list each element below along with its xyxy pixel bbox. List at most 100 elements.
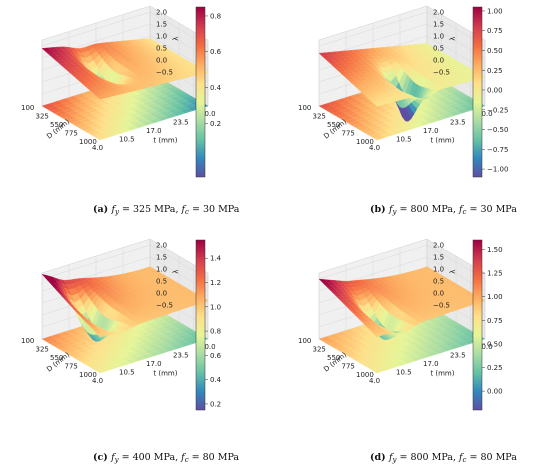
colorbar-tick-label: 0.8 [210, 12, 221, 20]
z-tick-label: −0.5 [156, 69, 173, 77]
y-tick-label: 775 [342, 363, 355, 371]
x-tick-label: 17.0 [146, 127, 162, 135]
colorbar-tick-label: −1.00 [487, 166, 508, 174]
x-tick-label: 10.5 [396, 369, 412, 377]
x-tick-label: 4.0 [92, 144, 103, 152]
x-tick-label: 23.5 [173, 352, 189, 360]
y-tick-label: 1000 [356, 138, 374, 146]
x-tick-label: 17.0 [146, 360, 162, 368]
x-tick-label: 30.0 [477, 110, 493, 118]
x-tick-label: 30.0 [200, 343, 216, 351]
z-axis-label: λ [449, 37, 457, 41]
surface [41, 266, 209, 342]
z-tick-label: 0.0 [156, 290, 167, 298]
y-tick-label: 1000 [79, 138, 97, 146]
colorbar [195, 239, 206, 411]
z-tick-label: 1.5 [156, 21, 167, 29]
z-tick-label: 1.0 [433, 33, 444, 41]
x-axis-label: t (mm) [153, 369, 177, 377]
z-tick-label: 0.5 [156, 45, 167, 53]
z-tick-label: 1.5 [433, 254, 444, 262]
colorbar-tick-label: 0.2 [210, 120, 221, 128]
colorbar-tick-label: −0.75 [487, 146, 508, 154]
surface [41, 38, 209, 100]
z-tick-label: 2.0 [433, 242, 444, 250]
x-tick-label: 4.0 [369, 144, 380, 152]
y-tick-label: 100 [298, 337, 311, 345]
y-tick-label: 1000 [79, 371, 97, 379]
x-tick-label: 10.5 [396, 136, 412, 144]
y-tick-label: 775 [342, 130, 355, 138]
y-tick-label: 550 [327, 121, 340, 129]
colorbar-tick-label: 1.4 [210, 255, 222, 263]
y-tick-label: 550 [50, 121, 63, 129]
z-tick-label: 2.0 [156, 242, 167, 250]
z-axis-label: λ [172, 270, 180, 274]
x-axis-label: t (mm) [430, 136, 454, 144]
z-tick-label: 1.0 [156, 33, 167, 41]
colorbar-tick-label: 0.6 [210, 48, 222, 56]
colorbar-tick-label: 0.50 [487, 340, 503, 348]
y-tick-label: 100 [298, 104, 311, 112]
panel-b: −0.5 0.0 0.5 1.0 1.5 2.0 λ 4.0 10.5 17.0 23.5 30.0 t… [298, 5, 493, 152]
z-tick-label: 1.5 [156, 254, 167, 262]
colorbar-tick-label: 0.6 [210, 352, 222, 360]
z-tick-label: 0.0 [433, 57, 444, 65]
colorbar-tick-label: 1.0 [210, 303, 221, 311]
colorbar [472, 239, 483, 411]
colorbar-tick-label: −0.50 [487, 126, 508, 134]
colorbar-tick-label: −0.25 [487, 106, 508, 114]
panel-caption: (a) fy = 325 MPa, fc = 30 MPa [93, 204, 240, 216]
x-tick-label: 10.5 [119, 136, 135, 144]
caption-label: (c) [93, 452, 111, 463]
surface [318, 266, 486, 340]
x-tick-label: 23.5 [173, 119, 189, 127]
caption-label: (b) [370, 204, 389, 215]
colorbar-tick-label: 0.8 [210, 328, 221, 336]
colorbar-tick-label: 1.50 [487, 246, 503, 254]
colorbar-tick-label: 0.75 [487, 27, 503, 35]
z-tick-label: −0.5 [433, 69, 450, 77]
y-tick-label: 775 [65, 130, 78, 138]
z-tick-label: −0.5 [433, 302, 450, 310]
z-tick-label: 0.0 [433, 290, 444, 298]
colorbar-tick-label: 0.00 [487, 388, 503, 396]
z-tick-label: 0.5 [156, 278, 167, 286]
colorbar-tick-label: 0.75 [487, 317, 503, 325]
panel-caption: (d) fy = 800 MPa, fc = 80 MPa [370, 452, 517, 464]
x-tick-label: 17.0 [423, 360, 439, 368]
colorbar-tick-label: 0.4 [210, 84, 222, 92]
colorbar-tick-label: 0.00 [487, 87, 503, 95]
y-tick-label: 325 [313, 346, 326, 354]
x-tick-label: 30.0 [200, 110, 216, 118]
z-axis-label: λ [172, 37, 180, 41]
colorbar-tick-label: 1.00 [487, 7, 503, 15]
colorbar-tick-label: 0.2 [210, 400, 221, 408]
y-tick-label: 1000 [356, 371, 374, 379]
panel-c: −0.5 0.0 0.5 1.0 1.5 2.0 λ 4.0 10.5 17.0 23.5 30.0 t… [21, 238, 216, 385]
colorbar-tick-label: 0.25 [487, 67, 503, 75]
x-axis-label: t (mm) [430, 369, 454, 377]
z-axis-label: λ [449, 270, 457, 274]
y-tick-label: 550 [327, 354, 340, 362]
y-tick-label: 325 [313, 113, 326, 121]
x-tick-label: 4.0 [92, 377, 103, 385]
z-tick-label: −0.5 [156, 302, 173, 310]
x-tick-label: 10.5 [119, 369, 135, 377]
z-tick-label: 2.0 [433, 9, 444, 17]
caption-label: (d) [370, 452, 389, 463]
colorbar-tick-label: 1.00 [487, 293, 503, 301]
x-tick-label: 23.5 [450, 119, 466, 127]
x-tick-label: 23.5 [450, 352, 466, 360]
colorbar [472, 6, 483, 178]
x-tick-label: 30.0 [477, 343, 493, 351]
x-tick-label: 17.0 [423, 127, 439, 135]
colorbar [195, 6, 206, 178]
panel-caption: (c) fy = 400 MPa, fc = 80 MPa [93, 452, 239, 464]
y-tick-label: 325 [36, 113, 49, 121]
panel-caption: (b) fy = 800 MPa, fc = 30 MPa [370, 204, 517, 216]
surface [318, 43, 486, 122]
colorbar-tick-label: 0.25 [487, 364, 503, 372]
z-tick-label: 0.5 [433, 45, 444, 53]
